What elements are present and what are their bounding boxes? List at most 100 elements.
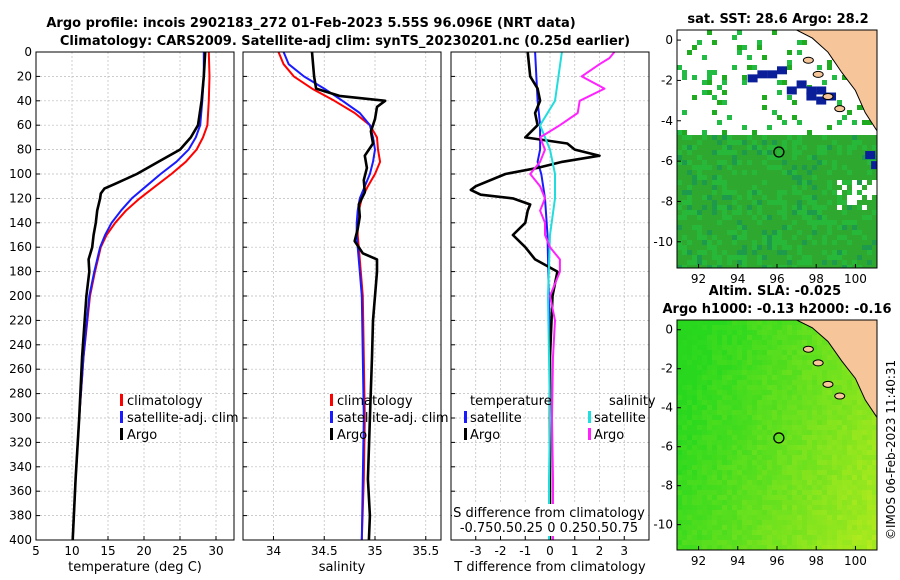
map-x-tick-label: 98 <box>809 554 824 568</box>
series-temperature-argo <box>469 52 601 540</box>
legend-swatch-s-argo <box>588 428 591 440</box>
map-y-tick-label: -4 <box>661 114 673 128</box>
map-x-tick-label: 94 <box>730 554 745 568</box>
salinity-xlabel: salinity <box>319 560 366 575</box>
difference-legend: temperature salinity satellite Argo sate… <box>464 394 656 443</box>
y-tick-label: 120 <box>9 191 32 205</box>
difference-xlabel: T difference from climatology <box>453 560 646 575</box>
map-x-tick-label: 92 <box>691 554 706 568</box>
salinity-legend: climatology satellite-adj. clim Argo <box>330 394 449 443</box>
x-tick-label: 3 <box>620 544 628 558</box>
y-tick-label: 80 <box>17 143 32 157</box>
y-tick-label: 300 <box>9 411 32 425</box>
sst-cell-cool <box>865 151 876 160</box>
map-x-tick-label: 92 <box>691 272 706 286</box>
x-tick-label: 30 <box>208 544 223 558</box>
legend-swatch-climatology <box>120 394 123 406</box>
legend-swatch-t-argo <box>464 428 467 440</box>
sst-cell-cool <box>806 92 817 101</box>
sla-map: 92 94 96 98 100 0 -2 -4 -6 -8 -10 <box>653 319 878 568</box>
legend-label-t-satellite: satellite <box>470 411 522 426</box>
plot-frame <box>35 51 235 541</box>
y-tick-label: 200 <box>9 289 32 303</box>
plot-frame <box>450 51 650 541</box>
x-tick-label: 1 <box>571 544 579 558</box>
y-tick-label: 280 <box>9 387 32 401</box>
y-tick-label: 400 <box>9 533 32 547</box>
sst-cell-cool <box>806 86 817 95</box>
x-tick-label: 34 <box>266 544 281 558</box>
salinity-panel: 34 34.5 35 35.5 <box>242 51 442 558</box>
island <box>812 359 824 367</box>
y-tick-label: 220 <box>9 313 32 327</box>
temperature-legend: climatology satellite-adj. clim Argo <box>120 394 239 443</box>
map-y-tick-label: -2 <box>661 73 673 87</box>
y-tick-label: 100 <box>9 167 32 181</box>
legend-label-s-argo: Argo <box>594 428 624 443</box>
legend-heading-temperature: temperature <box>470 394 552 409</box>
legend-label-climatology: climatology <box>337 394 413 409</box>
sst-cell-cool <box>777 66 787 75</box>
y-tick-label: 60 <box>17 118 32 132</box>
map-x-tick-label: 94 <box>730 272 745 286</box>
sst-cell-cool <box>871 161 877 170</box>
y-tick-label: 40 <box>17 94 32 108</box>
sst-cell-cool <box>816 86 827 95</box>
temperature-xlabel: temperature (deg C) <box>68 560 202 575</box>
legend-heading-salinity: salinity <box>609 394 656 409</box>
legend-swatch-climatology <box>330 394 333 406</box>
map-y-tick-label: -2 <box>661 362 673 376</box>
series-satellite-adj-clim <box>71 52 205 540</box>
y-tick-label: 360 <box>9 484 32 498</box>
sst-cell-cool <box>786 86 797 95</box>
map-y-tick-label: -6 <box>661 440 673 454</box>
y-tick-label: 180 <box>9 265 32 279</box>
legend-label-argo: Argo <box>127 428 157 443</box>
plot-frame <box>242 51 442 541</box>
x-tick-label: 5 <box>32 544 40 558</box>
sst-map: 92 94 96 98 100 0 -2 -4 -6 -8 -10 <box>653 29 878 286</box>
legend-label-climatology: climatology <box>127 394 203 409</box>
map-y-tick-label: 0 <box>665 323 673 337</box>
map-y-tick-label: -8 <box>661 194 673 208</box>
map-x-tick-label: 96 <box>769 272 784 286</box>
y-tick-label: 340 <box>9 460 32 474</box>
s-difference-label: S difference from climatology <box>453 506 645 521</box>
land-mass <box>796 30 877 132</box>
x-tick-label: 10 <box>64 544 79 558</box>
series-salinity-satellite <box>539 52 563 540</box>
legend-label-satellite: satellite-adj. clim <box>127 411 239 426</box>
legend-label-s-satellite: satellite <box>594 411 646 426</box>
sst-cell-cool <box>767 70 778 79</box>
figure-title-line1: Argo profile: incois 2902183_272 01-Feb-… <box>46 16 575 31</box>
x-tick-label: 25 <box>172 544 187 558</box>
x-tick-label: 35.5 <box>412 544 439 558</box>
sla-map-title-line1: Altim. SLA: -0.025 <box>709 284 841 299</box>
map-y-tick-label: -10 <box>653 235 673 249</box>
float-position-marker <box>773 432 785 444</box>
legend-swatch-satellite <box>330 411 333 423</box>
island <box>822 93 834 101</box>
map-y-tick-label: -8 <box>661 479 673 493</box>
map-y-tick-label: -6 <box>661 154 673 168</box>
y-tick-label: 20 <box>17 69 32 83</box>
series-argo <box>71 52 207 540</box>
island <box>812 70 824 78</box>
legend-swatch-satellite <box>120 411 123 423</box>
temperature-panel: 0 20 40 60 80 100 120 140 160 180 200 220 240 260 280 3… <box>9 45 235 558</box>
map-x-tick-label: 98 <box>809 272 824 286</box>
legend-label-satellite: satellite-adj. clim <box>337 411 449 426</box>
map-y-tick-label: -10 <box>653 518 673 532</box>
island <box>822 380 834 388</box>
legend-label-t-argo: Argo <box>470 428 500 443</box>
x-tick-label: -2 <box>495 544 507 558</box>
y-tick-label: 320 <box>9 435 32 449</box>
y-tick-label: 160 <box>9 240 32 254</box>
figure-title-line2: Climatology: CARS2009. Satellite-adj cli… <box>60 34 630 49</box>
legend-label-argo: Argo <box>337 428 367 443</box>
map-y-tick-label: 0 <box>665 33 673 47</box>
island <box>834 392 846 400</box>
sst-cell-cool <box>816 96 827 105</box>
x-tick-label: 34.5 <box>311 544 338 558</box>
